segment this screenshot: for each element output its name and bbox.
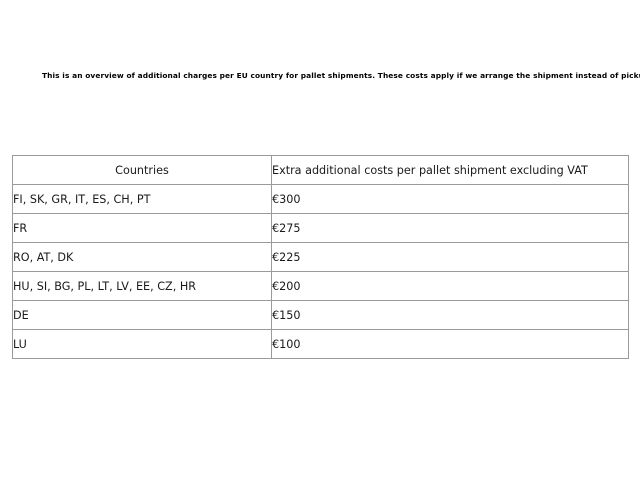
table-row: RO, AT, DK €225 xyxy=(12,242,629,272)
table-row: LU €100 xyxy=(12,329,629,359)
cell-countries: RO, AT, DK xyxy=(12,242,272,272)
charges-table: Countries Extra additional costs per pal… xyxy=(12,155,629,359)
cell-cost: €150 xyxy=(271,300,629,330)
cell-cost: €200 xyxy=(271,271,629,301)
table-header-row: Countries Extra additional costs per pal… xyxy=(12,155,629,185)
charges-table-container: Countries Extra additional costs per pal… xyxy=(12,155,629,359)
table-header: Countries Extra additional costs per pal… xyxy=(12,155,629,185)
cell-countries: FI, SK, GR, IT, ES, CH, PT xyxy=(12,184,272,214)
cell-cost: €225 xyxy=(271,242,629,272)
column-header-cost: Extra additional costs per pallet shipme… xyxy=(271,155,629,185)
column-header-countries: Countries xyxy=(12,155,272,185)
table-row: FI, SK, GR, IT, ES, CH, PT €300 xyxy=(12,184,629,214)
cell-cost: €275 xyxy=(271,213,629,243)
cell-countries: HU, SI, BG, PL, LT, LV, EE, CZ, HR xyxy=(12,271,272,301)
table-row: DE €150 xyxy=(12,300,629,330)
cell-cost: €100 xyxy=(271,329,629,359)
cell-countries: LU xyxy=(12,329,272,359)
table-body: FI, SK, GR, IT, ES, CH, PT €300 FR €275 … xyxy=(12,184,629,359)
cell-countries: DE xyxy=(12,300,272,330)
table-row: HU, SI, BG, PL, LT, LV, EE, CZ, HR €200 xyxy=(12,271,629,301)
table-row: FR €275 xyxy=(12,213,629,243)
cell-cost: €300 xyxy=(271,184,629,214)
intro-paragraph: This is an overview of additional charge… xyxy=(42,71,640,81)
cell-countries: FR xyxy=(12,213,272,243)
